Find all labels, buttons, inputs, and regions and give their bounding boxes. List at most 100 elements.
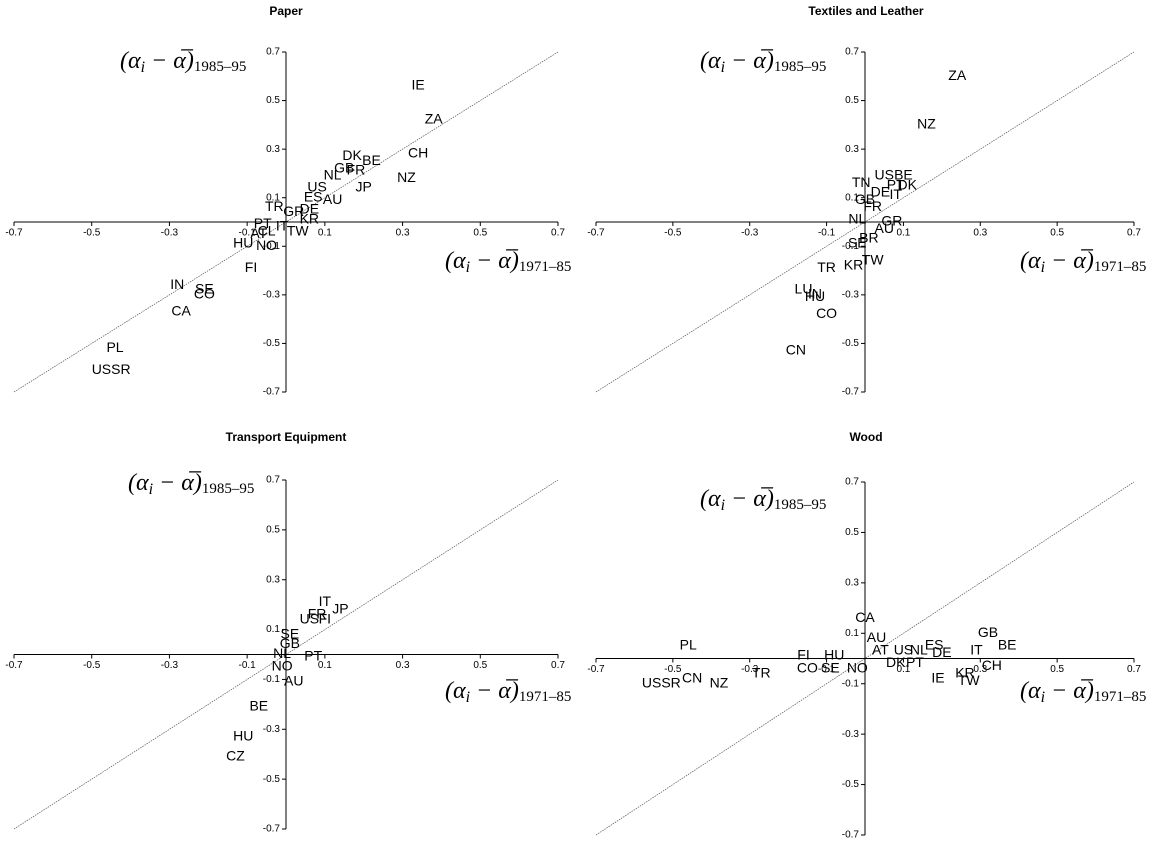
point-label: NO [256, 237, 277, 253]
axis-label-part: (α [1020, 248, 1041, 274]
point-label: GB [855, 191, 875, 207]
point-label: KR [955, 664, 974, 680]
point-label: CN [682, 669, 702, 685]
x-tick-label: -0.7 [587, 228, 605, 239]
point-label: NL [324, 167, 342, 183]
axis-label: (αi − α̅)1985–95 [700, 486, 826, 514]
point-label: TW [287, 222, 310, 238]
axis-label-part: − α̅) [145, 48, 194, 74]
y-tick-label: -0.3 [263, 289, 281, 300]
point-label: NZ [917, 116, 936, 132]
axis-label-part: i [141, 59, 145, 76]
axis-label: (αi − α̅)1971–85 [445, 248, 571, 276]
point-label: FI [797, 647, 809, 663]
x-tick-label: 0.3 [973, 664, 987, 675]
point-label: ZA [425, 111, 444, 127]
point-label: US [894, 642, 913, 658]
x-tick-label: 0.7 [1127, 228, 1141, 239]
point-label: AT [250, 225, 267, 241]
x-tick-label: -0.1 [239, 660, 257, 671]
x-tick-label: 0.1 [896, 228, 910, 239]
x-tick-label: -0.3 [161, 660, 179, 671]
chart-title: Transport Equipment [226, 430, 347, 444]
point-label: BE [249, 698, 268, 714]
point-label: JP [332, 600, 348, 616]
point-label: CH [982, 657, 1002, 673]
point-label: BE [362, 152, 381, 168]
point-label: BR [859, 230, 878, 246]
point-label: DE [932, 644, 951, 660]
x-tick-label: 0.7 [551, 660, 565, 671]
y-tick-label: -0.5 [842, 779, 860, 790]
axis-label-part: i [1041, 689, 1045, 706]
point-label: IN [170, 276, 184, 292]
chart-title: Wood [849, 430, 882, 444]
point-label: CZ [226, 747, 245, 763]
point-label: SE [848, 235, 867, 251]
point-label: DE [871, 184, 890, 200]
axis-label-part: − α̅) [153, 470, 202, 496]
point-label: FR [863, 198, 882, 214]
axis-label-part: 1971–85 [1094, 259, 1147, 275]
axis-label: (αi − α̅)1985–95 [120, 48, 246, 76]
axis-label-part: − α̅) [1045, 248, 1094, 274]
y-tick-label: 0.1 [845, 628, 859, 639]
axis-label-part: 1971–85 [519, 259, 572, 275]
point-label: SE [281, 625, 300, 641]
point-label: CO [797, 659, 818, 675]
point-label: FR [347, 162, 366, 178]
point-label: CH [408, 145, 428, 161]
y-tick-label: -0.1 [263, 241, 281, 252]
axis-label-part: i [466, 259, 470, 276]
chart-title: Textiles and Leather [808, 4, 923, 18]
x-tick-label: -0.1 [818, 664, 836, 675]
point-label: HU [233, 235, 253, 251]
point-label: IT [970, 642, 983, 658]
axis-label-part: (α [1020, 678, 1041, 704]
x-tick-label: -0.5 [664, 228, 682, 239]
y-tick-label: 0.5 [266, 95, 280, 106]
axis-label: (αi − α̅)1971–85 [1020, 248, 1146, 276]
point-label: DK [342, 147, 362, 163]
point-label: NO [272, 658, 293, 674]
x-tick-label: 0.3 [973, 228, 987, 239]
x-tick-label: -0.3 [161, 228, 179, 239]
point-label: CN [786, 341, 806, 357]
point-label: PL [106, 339, 123, 355]
axis-label-part: − α̅) [470, 248, 519, 274]
point-label: IT [276, 218, 289, 234]
x-tick-label: -0.3 [741, 664, 759, 675]
x-tick-label: -0.7 [587, 664, 605, 675]
x-tick-label: -0.7 [5, 228, 23, 239]
point-label: BE [998, 637, 1017, 653]
axis-label: (αi − α̅)1971–85 [1020, 678, 1146, 706]
axis-label-part: i [721, 497, 725, 514]
x-tick-label: -0.7 [5, 660, 23, 671]
y-tick-label: 0.5 [266, 524, 280, 535]
x-tick-label: -0.1 [239, 228, 257, 239]
x-tick-label: 0.7 [551, 228, 565, 239]
point-label: US [874, 167, 893, 183]
point-label: IE [931, 669, 944, 685]
y-tick-label: -0.5 [263, 774, 281, 785]
point-label: IT [319, 593, 332, 609]
point-label: AU [284, 673, 303, 689]
point-label: PT [304, 648, 322, 664]
axis-label: (αi − α̅)1985–95 [700, 48, 826, 76]
axis-label-part: 1985–95 [774, 59, 827, 75]
x-tick-label: 0.5 [473, 660, 487, 671]
y-tick-label: 0.3 [845, 144, 859, 155]
point-label: AT [872, 642, 889, 658]
point-label: TW [862, 252, 885, 268]
y-tick-label: -0.7 [842, 387, 860, 398]
y-tick-label: 0.7 [266, 475, 280, 486]
point-label: BE [894, 167, 913, 183]
x-tick-label: 0.3 [396, 660, 410, 671]
point-label: HU [805, 288, 825, 304]
point-label: CA [171, 303, 191, 319]
axis-label-part: − α̅) [470, 678, 519, 704]
point-label: GB [280, 635, 300, 651]
point-label: HU [233, 727, 253, 743]
y-tick-label: -0.1 [263, 674, 281, 685]
